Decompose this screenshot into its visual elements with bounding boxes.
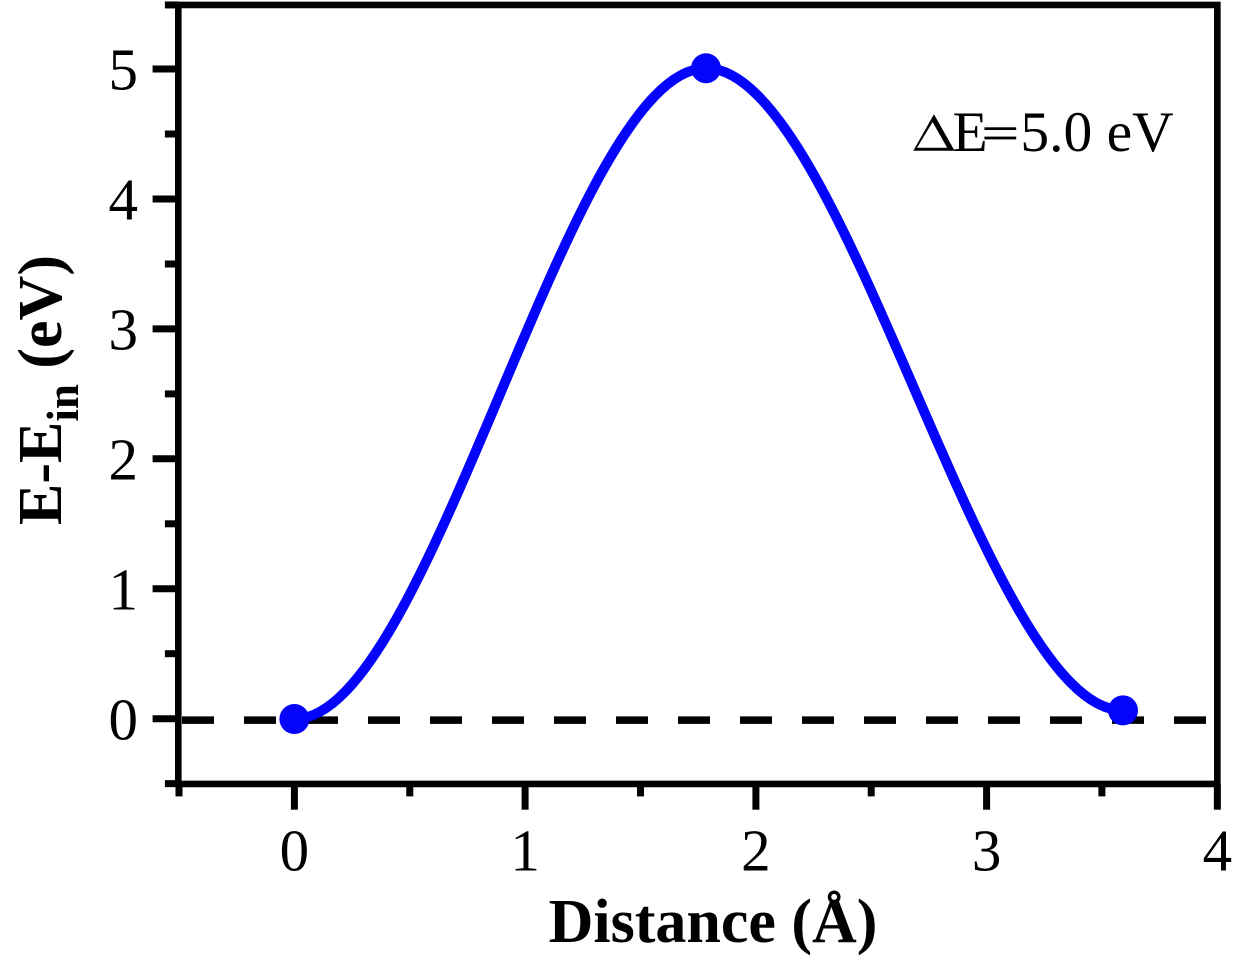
svg-text:3: 3: [972, 818, 1002, 884]
svg-text:2: 2: [741, 818, 771, 884]
svg-text:4: 4: [109, 167, 139, 233]
svg-text:1: 1: [510, 818, 540, 884]
svg-text:5.0 eV: 5.0 eV: [1020, 101, 1173, 164]
svg-text:3: 3: [109, 297, 139, 363]
svg-text:2: 2: [109, 427, 139, 493]
svg-text:1: 1: [109, 557, 139, 623]
svg-text:Distance (Å): Distance (Å): [549, 888, 878, 956]
svg-text:4: 4: [1203, 818, 1233, 884]
svg-text:5: 5: [109, 37, 139, 103]
svg-text:E: E: [953, 101, 988, 164]
svg-text:0: 0: [109, 686, 139, 752]
svg-text:0: 0: [280, 818, 310, 884]
